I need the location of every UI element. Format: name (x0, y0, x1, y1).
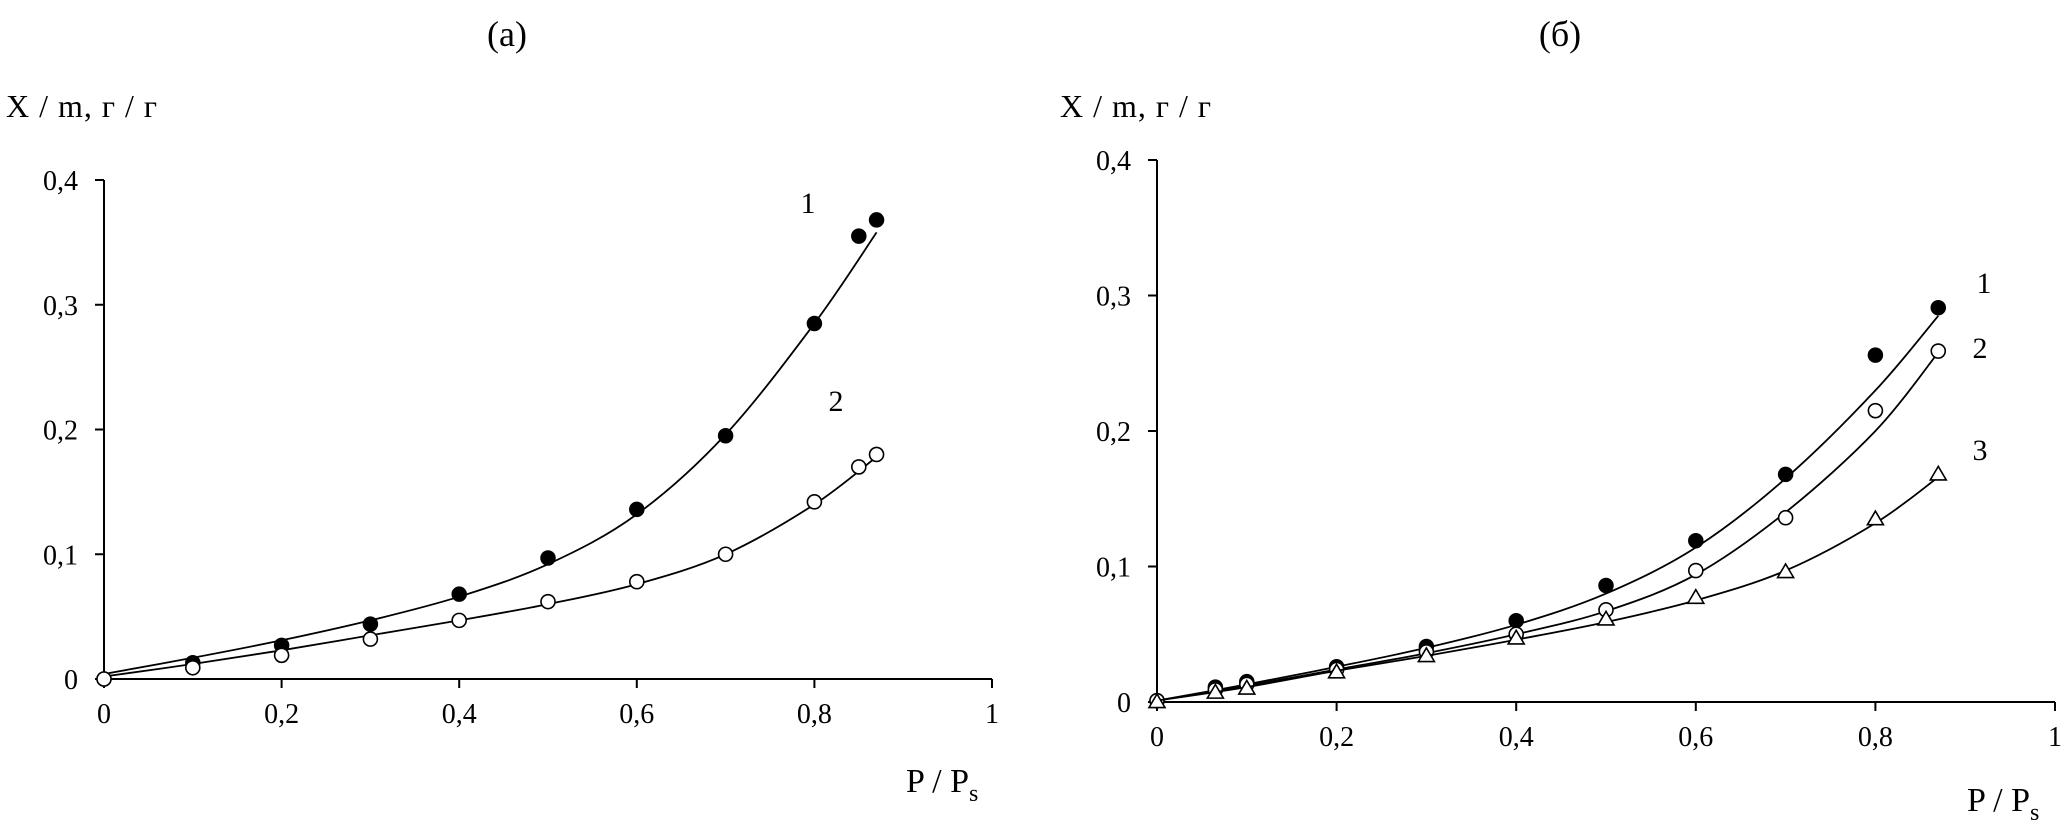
panel-b: (б) X / m, г / г 0 0,2 0,4 0,6 0,8 1 0 0,1 0,2 0,3 0… (1060, 14, 2062, 826)
x-tick-label: 1 (985, 699, 999, 730)
series-1: 1 (96, 187, 885, 687)
x-tick-label: 0,4 (1499, 722, 1534, 753)
curve-label: 2 (829, 385, 844, 418)
data-point (185, 659, 201, 676)
x-tick-label: 0 (97, 699, 111, 730)
y-tick-label: 0,1 (1096, 553, 1131, 584)
y-tick-label: 0,2 (1096, 417, 1131, 448)
data-point (806, 315, 823, 332)
x-tick-label: 0,4 (442, 699, 477, 730)
y-tick-label: 0,1 (43, 540, 78, 571)
data-point (540, 550, 556, 566)
data-point (1867, 347, 1884, 363)
panel-label: (а) (487, 14, 527, 54)
x-tick-label: 0,8 (1858, 722, 1893, 753)
x-tick-label: 0,2 (1319, 722, 1354, 753)
panel-label: (б) (1539, 14, 1581, 54)
x-tick-label: 0,6 (619, 699, 654, 730)
data-point (1147, 692, 1167, 709)
data-point (1776, 562, 1795, 579)
data-point (1866, 509, 1885, 526)
y-axis-label: X / m, г / г (1060, 88, 1212, 124)
y-tick-label: 0,3 (43, 291, 78, 322)
data-point (451, 612, 468, 629)
x-tick-label: 0 (1150, 722, 1164, 753)
data-point (1596, 609, 1616, 626)
curve-label: 1 (1977, 267, 1992, 300)
data-point (1237, 678, 1257, 695)
x-tick-label: 0,6 (1678, 722, 1713, 753)
curve-label: 3 (1973, 434, 1988, 467)
data-point (1930, 343, 1947, 359)
data-point (1686, 588, 1706, 605)
data-point (868, 212, 885, 228)
data-point (1688, 533, 1704, 549)
y-tick-label: 0,3 (1096, 282, 1131, 313)
data-point (362, 631, 379, 647)
data-point (1777, 509, 1794, 526)
data-point (451, 586, 467, 602)
x-tick-label: 1 (2048, 722, 2062, 753)
y-tick-label: 0,4 (1096, 146, 1131, 177)
data-point (540, 593, 556, 610)
fit-curve-2 (103, 456, 878, 678)
x-axis-label: P / Ps (906, 763, 978, 807)
data-point (868, 446, 885, 463)
x-tick-label: 0,8 (797, 699, 832, 730)
data-point (1598, 577, 1614, 594)
fit-curve-1 (103, 231, 878, 675)
data-point (717, 427, 734, 444)
data-point (717, 546, 734, 563)
y-tick-label: 0 (64, 665, 78, 696)
y-axis-label: X / m, г / г (6, 88, 158, 124)
data-point (629, 501, 645, 518)
data-point (851, 228, 867, 244)
data-point (273, 647, 290, 664)
data-point (1867, 402, 1884, 419)
curve-label: 1 (801, 187, 816, 220)
y-tick-label: 0,4 (43, 166, 78, 197)
data-point (362, 616, 379, 632)
panel-a: (а) X / m, г / г 0 0,2 0,4 0,6 0,8 1 0 0,1 0,2 0,3 0… (6, 14, 999, 807)
data-point (1506, 628, 1526, 645)
data-point (1688, 562, 1704, 579)
data-point (1508, 612, 1524, 629)
curve-label: 2 (1973, 332, 1988, 365)
x-axis-label: P / Ps (1967, 782, 2039, 826)
data-point (1417, 646, 1436, 663)
fit-curve-1 (1156, 315, 1939, 702)
y-tick-label: 0 (1117, 688, 1131, 719)
data-point (628, 573, 645, 590)
data-point (1928, 464, 1948, 481)
fit-curve-3 (1156, 476, 1939, 702)
data-point (806, 494, 823, 510)
data-point (1205, 682, 1225, 699)
data-point (96, 671, 112, 687)
series-2: 2 (96, 385, 885, 687)
fit-curve-2 (1156, 351, 1940, 702)
series-3: 3 (1147, 434, 1988, 709)
data-point (1930, 299, 1947, 316)
x-tick-label: 0,2 (264, 699, 299, 730)
data-point (1777, 466, 1794, 483)
data-point (1327, 662, 1346, 679)
y-tick-label: 0,2 (43, 416, 78, 447)
data-point (850, 459, 867, 475)
